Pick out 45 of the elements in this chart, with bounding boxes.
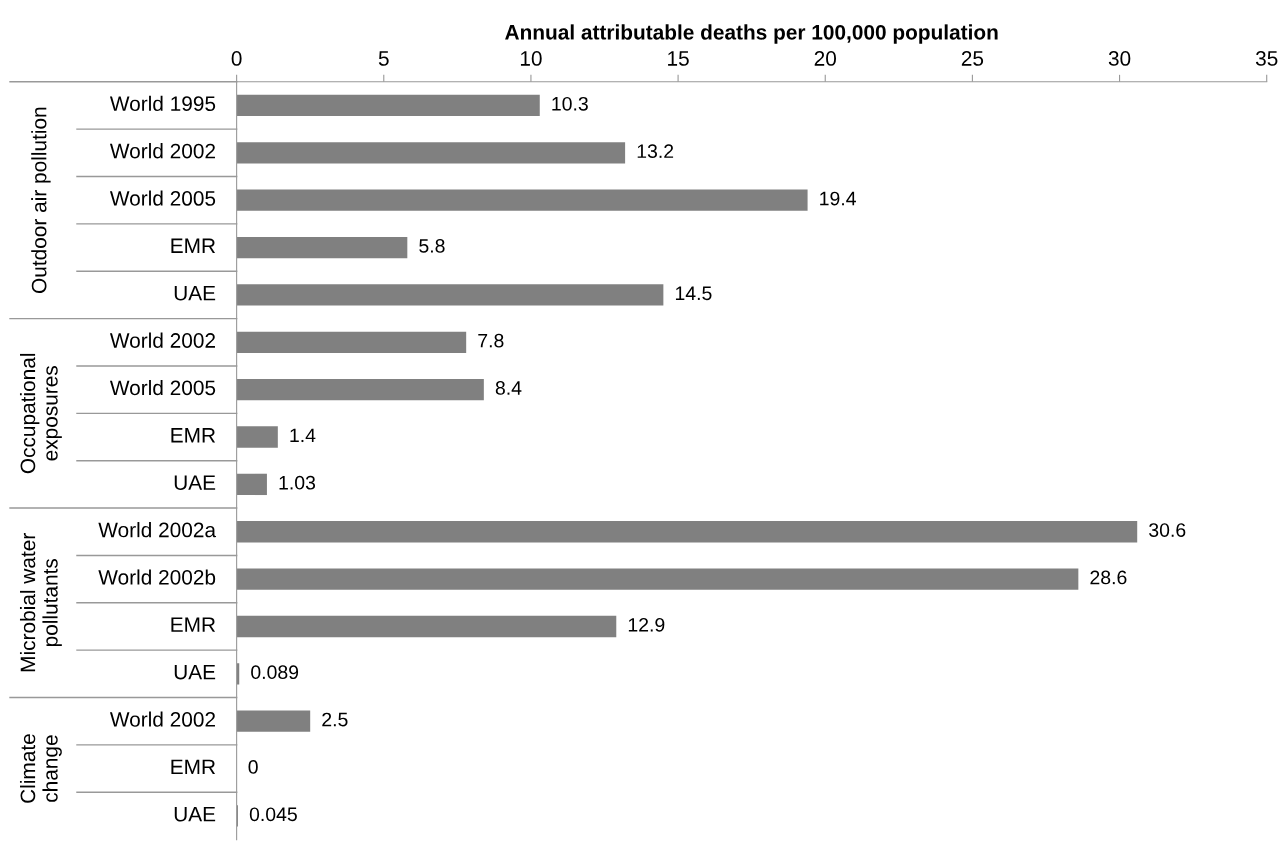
y-tick-label: World 2005 xyxy=(109,379,216,396)
data-label: 2.5 xyxy=(322,712,348,727)
y-tick-label: World 2002 xyxy=(109,143,215,159)
y-tick-label: EMR xyxy=(171,238,216,253)
y-tick-label: UAE xyxy=(174,285,216,301)
data-label: 1.4 xyxy=(290,428,316,443)
x-tick-label: 25 xyxy=(961,51,984,66)
x-tick-label: 35 xyxy=(1255,51,1278,66)
y-tick-label: EMR xyxy=(171,759,216,774)
data-label: 5.8 xyxy=(419,239,445,253)
x-axis-title: Annual attributable deaths per 100,000 population xyxy=(505,24,998,44)
data-label: 14.5 xyxy=(675,286,712,301)
data-label: 28.6 xyxy=(1090,570,1127,585)
data-label: 7.8 xyxy=(478,333,504,348)
data-label: 8.4 xyxy=(495,381,522,395)
x-tick-label: 10 xyxy=(520,51,542,66)
data-label: 30.6 xyxy=(1149,523,1186,537)
data-label: 12.9 xyxy=(628,617,665,632)
y-tick-label: World 2002 xyxy=(109,711,215,727)
data-label: 19.4 xyxy=(820,191,856,206)
text: Occupational exposures xyxy=(19,353,62,474)
y-tick-label: World 2002 xyxy=(109,332,215,348)
y-tick-label: UAE xyxy=(174,807,216,822)
data-label: 0.089 xyxy=(251,665,299,680)
data-label: 10.3 xyxy=(552,96,588,111)
x-tick-label: 15 xyxy=(668,51,689,66)
y-tick-label: World 2005 xyxy=(109,190,216,206)
y-tick-label: World 1995 xyxy=(109,95,216,112)
data-label: 0 xyxy=(248,760,258,774)
y-tick-label: World 2002b xyxy=(98,569,216,585)
x-tick-label: 30 xyxy=(1108,51,1131,66)
y-tick-label: World 2002a xyxy=(98,522,217,538)
data-label: 0.045 xyxy=(249,807,297,822)
y-tick-label: EMR xyxy=(171,428,216,443)
x-tick-label: 0 xyxy=(231,51,242,66)
y-tick-label: UAE xyxy=(174,475,216,490)
data-label: 1.03 xyxy=(279,475,316,490)
text: Climate change xyxy=(19,734,62,803)
text: Microbial water pollutants xyxy=(19,533,62,672)
text: Outdoor air pollution xyxy=(31,107,51,293)
data-label: 13.2 xyxy=(637,144,674,159)
x-tick-label: 20 xyxy=(814,51,837,66)
y-tick-label: EMR xyxy=(171,617,216,632)
x-tick-label: 5 xyxy=(378,51,389,66)
y-tick-label: UAE xyxy=(174,664,216,680)
